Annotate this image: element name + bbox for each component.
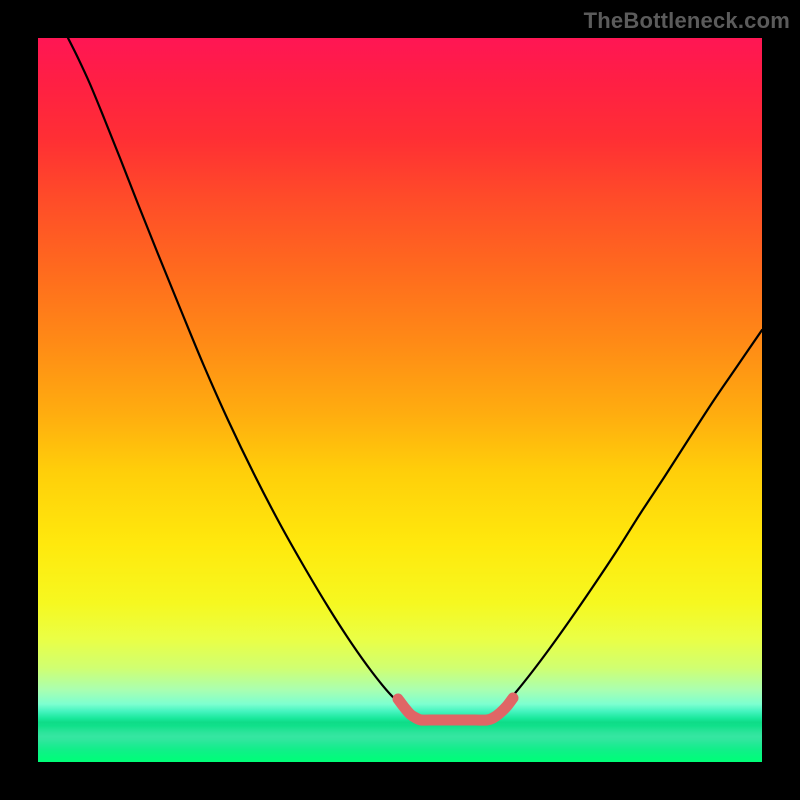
chart-frame: TheBottleneck.com — [0, 0, 800, 800]
bottleneck-chart-svg — [0, 0, 800, 800]
watermark-label: TheBottleneck.com — [584, 8, 790, 34]
plot-background — [38, 38, 762, 762]
